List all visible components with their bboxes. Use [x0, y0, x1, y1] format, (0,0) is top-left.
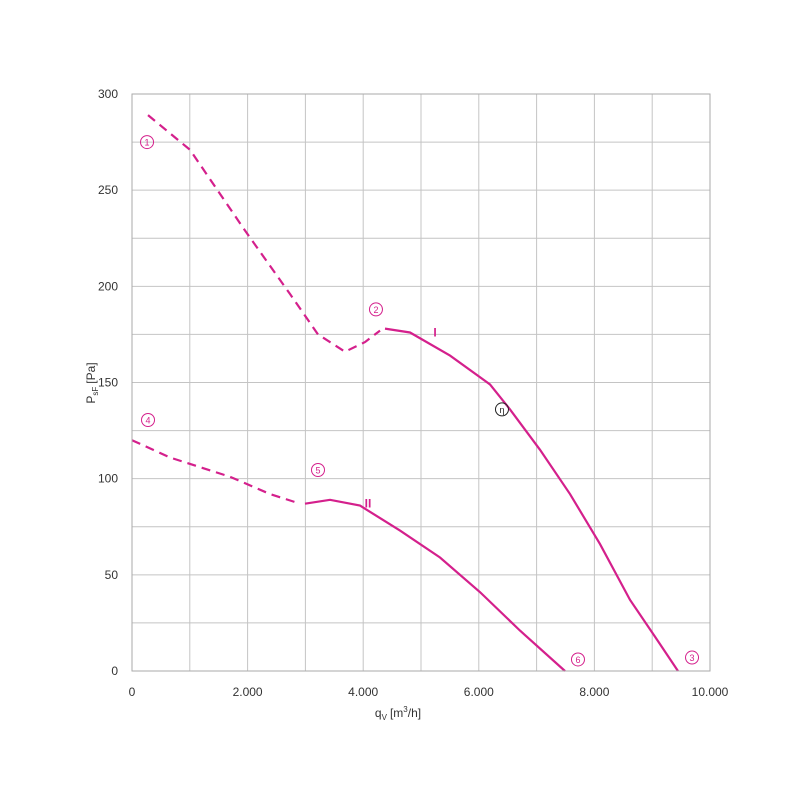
- curve-label: I: [433, 325, 436, 339]
- annotation: 1: [145, 138, 150, 148]
- y-axis-label: PsF [Pa]: [84, 362, 100, 403]
- curve-dashed: [147, 114, 381, 353]
- y-tick-label: 200: [98, 279, 118, 293]
- curve-label: II: [365, 497, 372, 511]
- y-tick-label: 150: [98, 376, 118, 390]
- x-tick-label: 0: [129, 685, 136, 699]
- x-axis-label: qV [m3/h]: [375, 705, 421, 722]
- x-tick-label: 6.000: [464, 685, 494, 699]
- x-label-main: q: [375, 706, 382, 720]
- annotation-circle: [141, 413, 156, 428]
- x-tick-label: 10.000: [692, 685, 729, 699]
- annotation: 3: [690, 653, 695, 663]
- annotation-circle: [368, 302, 383, 317]
- x-tick-label: 8.000: [579, 685, 609, 699]
- curve-dashed: [131, 439, 301, 505]
- annotation: 6: [575, 655, 580, 665]
- annotation-circle: [685, 650, 700, 665]
- y-label-sub: sF: [91, 387, 100, 396]
- plot-frame: [131, 93, 711, 672]
- y-tick-label: 0: [111, 664, 118, 678]
- x-tick-label: 4.000: [348, 685, 378, 699]
- x-tick-label: 2.000: [233, 685, 263, 699]
- y-label-main: P: [84, 396, 98, 404]
- annotation: 4: [146, 416, 151, 426]
- annotation: η: [499, 405, 504, 415]
- annotation-circle: [494, 402, 509, 417]
- y-tick-label: 50: [105, 568, 119, 582]
- y-tick-label: 300: [98, 87, 118, 101]
- curve-solid: [304, 498, 566, 672]
- x-label-unit-end: /h]: [408, 706, 421, 720]
- y-label-unit: [Pa]: [84, 362, 98, 383]
- annotation: 2: [373, 305, 378, 315]
- annotation-circle: [311, 463, 326, 478]
- curve-solid: [384, 327, 679, 672]
- annotation: 5: [315, 466, 320, 476]
- x-label-unit: [m: [390, 706, 403, 720]
- annotation-circle: [570, 652, 585, 667]
- x-label-sub: V: [382, 713, 388, 722]
- y-tick-label: 250: [98, 183, 118, 197]
- annotation-circle: [140, 135, 155, 150]
- y-tick-label: 100: [98, 472, 118, 486]
- x-label-sup: 3: [403, 705, 408, 714]
